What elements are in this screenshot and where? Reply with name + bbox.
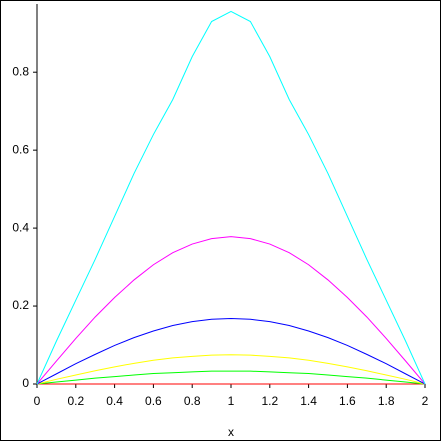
x-tick-label: 0.2 (67, 394, 84, 408)
series-line (36, 236, 426, 385)
y-tick-label: 0.6 (12, 142, 29, 156)
y-tick-label: 0.8 (12, 64, 29, 78)
x-tick-label: 1.4 (300, 394, 317, 408)
x-tick-label: 1.8 (378, 394, 395, 408)
x-tick-label: 2 (422, 394, 429, 408)
y-tick-label: 0 (22, 376, 29, 390)
series-line (36, 318, 426, 385)
x-tick-label: 1 (228, 394, 235, 408)
x-axis-label: x (228, 425, 234, 439)
x-tick-label: 0.8 (184, 394, 201, 408)
y-tick-label: 0.2 (12, 298, 29, 312)
series-line (36, 370, 426, 385)
x-tick-label: 0.4 (106, 394, 123, 408)
y-tick-label: 0.4 (12, 220, 29, 234)
x-tick-label: 0 (34, 394, 41, 408)
series-line (36, 354, 426, 385)
x-tick-label: 1.2 (261, 394, 278, 408)
x-tick-label: 0.6 (145, 394, 162, 408)
series-line (36, 10, 426, 385)
x-tick-label: 1.6 (339, 394, 356, 408)
